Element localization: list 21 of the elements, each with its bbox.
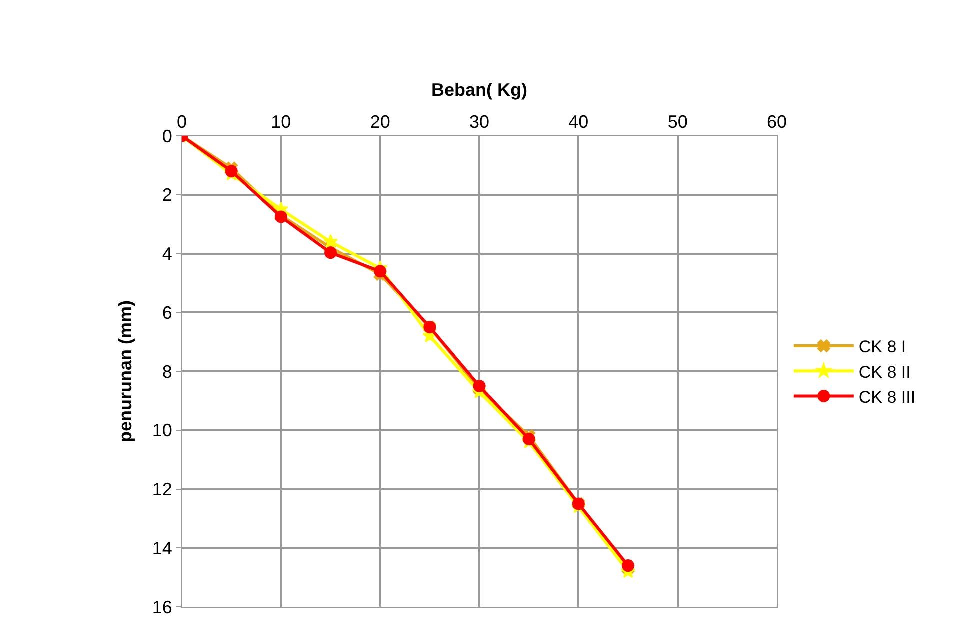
y-tick-label: 10 bbox=[152, 420, 172, 441]
y-tick-label: 16 bbox=[152, 597, 172, 618]
x-tick-label: 40 bbox=[568, 112, 589, 132]
y-axis-title: penurunan (mm) bbox=[116, 300, 136, 442]
y-tick-label: 8 bbox=[162, 362, 172, 382]
legend-label: CK 8 I bbox=[858, 338, 906, 357]
y-tick-label: 14 bbox=[152, 538, 172, 558]
x-tick-label: 50 bbox=[668, 112, 688, 132]
x-axis-title: Beban( Kg) bbox=[432, 80, 528, 100]
y-tick-label: 0 bbox=[162, 126, 172, 146]
x-tick-label: 30 bbox=[469, 112, 490, 132]
y-tick-label: 6 bbox=[162, 302, 172, 323]
y-tick-label: 12 bbox=[152, 480, 172, 500]
x-tick-label: 20 bbox=[370, 112, 390, 132]
legend-label: CK 8 III bbox=[858, 388, 916, 407]
y-tick-label: 2 bbox=[162, 185, 172, 206]
x-tick-label: 60 bbox=[766, 112, 788, 132]
legend-label: CK 8 II bbox=[858, 362, 911, 382]
y-tick-label: 4 bbox=[162, 244, 172, 264]
x-tick-label: 0 bbox=[176, 112, 188, 132]
x-tick-label: 10 bbox=[271, 112, 292, 132]
